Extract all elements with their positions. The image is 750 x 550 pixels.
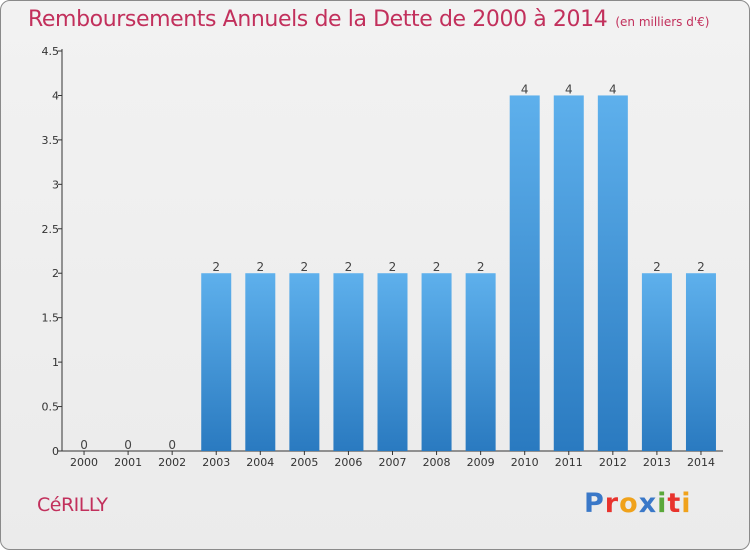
y-tick-label: 1	[52, 356, 59, 369]
bar-2012	[597, 95, 628, 451]
bar-2007	[377, 273, 408, 451]
x-tick-label: 2014	[687, 456, 715, 469]
y-axis: 0 0.5 1 1.5 2 2.5 3 3.5 4 4.5	[42, 45, 63, 458]
data-label-2004: 2	[256, 260, 264, 274]
bar-2009	[465, 273, 496, 451]
x-tick-label: 2011	[555, 456, 583, 469]
data-label-2014: 2	[697, 260, 705, 274]
x-tick-label: 2012	[599, 456, 627, 469]
bar-2005	[289, 273, 320, 451]
y-tick-label: 3.5	[42, 134, 60, 147]
data-label-2003: 2	[212, 260, 220, 274]
x-tick-label: 2005	[290, 456, 318, 469]
value-labels: 0 0 0 2 2 2 2 2 2 2 4 4 4 2 2	[80, 82, 705, 452]
logo-letter: r	[604, 488, 620, 519]
y-tick-label: 4	[52, 89, 59, 102]
bar-2014	[685, 273, 716, 451]
bar-2006	[333, 273, 364, 451]
x-tick-label: 2003	[202, 456, 230, 469]
y-tick-label: 1.5	[42, 312, 60, 325]
data-label-2001: 0	[124, 438, 132, 452]
proxiti-logo: Proxiti	[584, 488, 692, 522]
x-tick-label: 2004	[246, 456, 274, 469]
data-label-2005: 2	[301, 260, 309, 274]
commune-name: CéRILLY	[37, 494, 108, 516]
x-tick-label: 2006	[334, 456, 362, 469]
x-tick-label: 2007	[379, 456, 407, 469]
x-tick-label: 2013	[643, 456, 671, 469]
bar-2004	[245, 273, 276, 451]
data-label-2006: 2	[345, 260, 353, 274]
bar-2008	[421, 273, 452, 451]
x-tick-label: 2000	[70, 456, 98, 469]
logo-letter: x	[638, 488, 658, 519]
chart-title: Remboursements Annuels de la Dette de 20…	[28, 7, 728, 41]
chart-title-unit: (en milliers d'€)	[615, 15, 710, 29]
x-tick-label: 2009	[467, 456, 495, 469]
logo-letter: P	[584, 488, 605, 519]
x-tick-label: 2008	[423, 456, 451, 469]
data-label-2007: 2	[389, 260, 397, 274]
bar-2003	[201, 273, 232, 451]
logo-letter: o	[619, 488, 639, 519]
data-label-2012: 4	[609, 82, 617, 96]
x-tick-label: 2010	[511, 456, 539, 469]
x-tick-label: 2001	[114, 456, 142, 469]
y-tick-label: 0.5	[42, 401, 60, 414]
bar-2013	[641, 273, 672, 451]
data-label-2010: 4	[521, 82, 529, 96]
bar-2011	[553, 95, 584, 451]
y-tick-label: 0	[52, 445, 59, 458]
y-tick-label: 4.5	[42, 45, 60, 58]
data-label-2009: 2	[477, 260, 485, 274]
logo-letter: i	[657, 488, 668, 519]
y-tick-label: 2.5	[42, 223, 60, 236]
logo-letter: t	[667, 488, 682, 519]
data-label-2002: 0	[168, 438, 176, 452]
y-tick-label: 2	[52, 267, 59, 280]
data-label-2008: 2	[433, 260, 441, 274]
chart-title-main: Remboursements Annuels de la Dette de 20…	[28, 7, 608, 32]
x-tick-label: 2002	[158, 456, 186, 469]
data-label-2011: 4	[565, 82, 573, 96]
bar-2010	[509, 95, 540, 451]
data-label-2000: 0	[80, 438, 88, 452]
bars	[201, 95, 716, 451]
y-tick-label: 3	[52, 178, 59, 191]
logo-letter: i	[681, 488, 692, 519]
x-axis: 2000 2001 2002 2003 2004 2005 2006 2007 2008 2009…	[62, 450, 723, 469]
data-label-2013: 2	[653, 260, 661, 274]
